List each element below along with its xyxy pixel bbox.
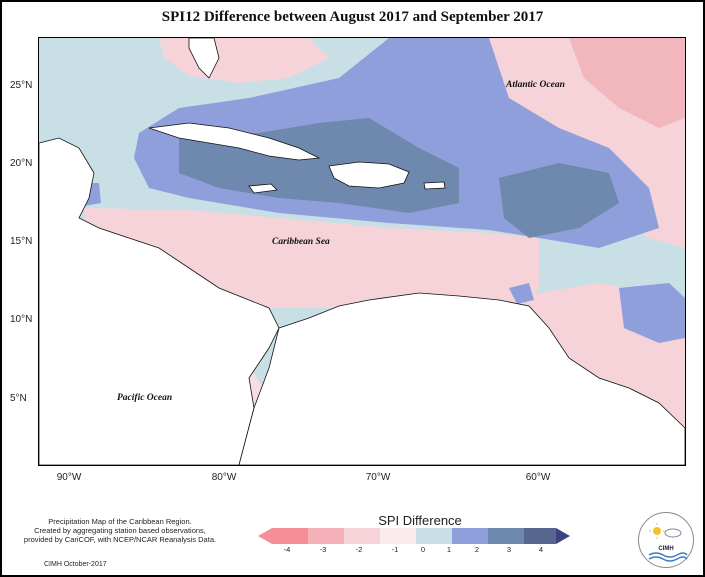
legend-tick-4: 4 bbox=[538, 545, 544, 554]
cloud-icon bbox=[664, 528, 682, 538]
pos-area-venezuela bbox=[509, 283, 534, 304]
pacific-ocean-label: Pacific Ocean bbox=[117, 393, 173, 403]
map-title: SPI12 Difference between August 2017 and… bbox=[161, 9, 544, 25]
credits-line-3: provided by CariCOF, with NCEP/NCAR Rean… bbox=[23, 535, 217, 544]
pos-area-east-atlantic bbox=[619, 283, 685, 343]
credits-line-1: Precipitation Map of the Caribbean Regio… bbox=[48, 517, 192, 526]
legend-arrow-right bbox=[556, 528, 570, 544]
pos-area-lesser-antilles-core bbox=[499, 163, 619, 238]
legend-tick-1: 1 bbox=[446, 545, 452, 554]
neg-area-northeast-strong bbox=[569, 38, 685, 128]
x-tick-70w: 70°W bbox=[365, 472, 391, 483]
legend-tick-0: 0 bbox=[420, 545, 426, 554]
legend-bin-7 bbox=[488, 528, 524, 544]
legend-colorbar bbox=[258, 528, 570, 544]
land-south-america bbox=[238, 292, 685, 465]
land-cuba bbox=[148, 122, 321, 161]
x-tick-90w: 90°W bbox=[56, 472, 82, 483]
legend-tick-2: 2 bbox=[474, 545, 480, 554]
land-puerto-rico bbox=[423, 181, 446, 190]
cimh-logo: CIMH bbox=[638, 512, 694, 568]
credits-line-2: Created by aggregating station based obs… bbox=[34, 526, 206, 535]
land-central-america bbox=[39, 137, 280, 465]
x-tick-80w: 80°W bbox=[211, 472, 237, 483]
legend-bin-8 bbox=[524, 528, 556, 544]
y-tick-25n: 25°N bbox=[10, 80, 33, 91]
y-tick-10n: 10°N bbox=[10, 314, 33, 325]
legend-tick-m3: -3 bbox=[319, 545, 327, 554]
y-tick-15n: 15°N bbox=[10, 236, 33, 247]
legend-bin-2 bbox=[308, 528, 344, 544]
legend-tick-m1: -1 bbox=[391, 545, 399, 554]
y-tick-5n: 5°N bbox=[10, 393, 27, 404]
legend-title: SPI Difference bbox=[378, 513, 462, 528]
caribbean-sea-label: Caribbean Sea bbox=[272, 237, 330, 247]
land-jamaica bbox=[248, 183, 278, 194]
legend-arrow-left bbox=[258, 528, 272, 544]
logo-graphic bbox=[648, 523, 688, 562]
legend-bin-3 bbox=[344, 528, 380, 544]
land-hispaniola bbox=[328, 161, 410, 189]
legend-bin-6 bbox=[452, 528, 488, 544]
footer-note: CIMH October-2017 bbox=[44, 561, 107, 568]
legend-tick-m2: -2 bbox=[355, 545, 363, 554]
legend-tick-m4: -4 bbox=[283, 545, 291, 554]
legend-bin-4 bbox=[380, 528, 416, 544]
sun-icon bbox=[653, 527, 661, 535]
map-panel: Atlantic Ocean Caribbean Sea Pacific Oce… bbox=[38, 37, 686, 466]
land-masses bbox=[39, 38, 685, 465]
logo-text: CIMH bbox=[658, 546, 674, 552]
legend-bin-5 bbox=[416, 528, 452, 544]
legend-tick-3: 3 bbox=[506, 545, 512, 554]
credits-block: Precipitation Map of the Caribbean Regio… bbox=[20, 517, 220, 544]
wave-icon bbox=[648, 552, 688, 558]
atlantic-ocean-label: Atlantic Ocean bbox=[506, 80, 565, 90]
spi-map-svg bbox=[39, 38, 685, 465]
y-tick-20n: 20°N bbox=[10, 158, 33, 169]
x-tick-60w: 60°W bbox=[525, 472, 551, 483]
legend-bin-1 bbox=[272, 528, 308, 544]
land-florida bbox=[188, 38, 220, 79]
